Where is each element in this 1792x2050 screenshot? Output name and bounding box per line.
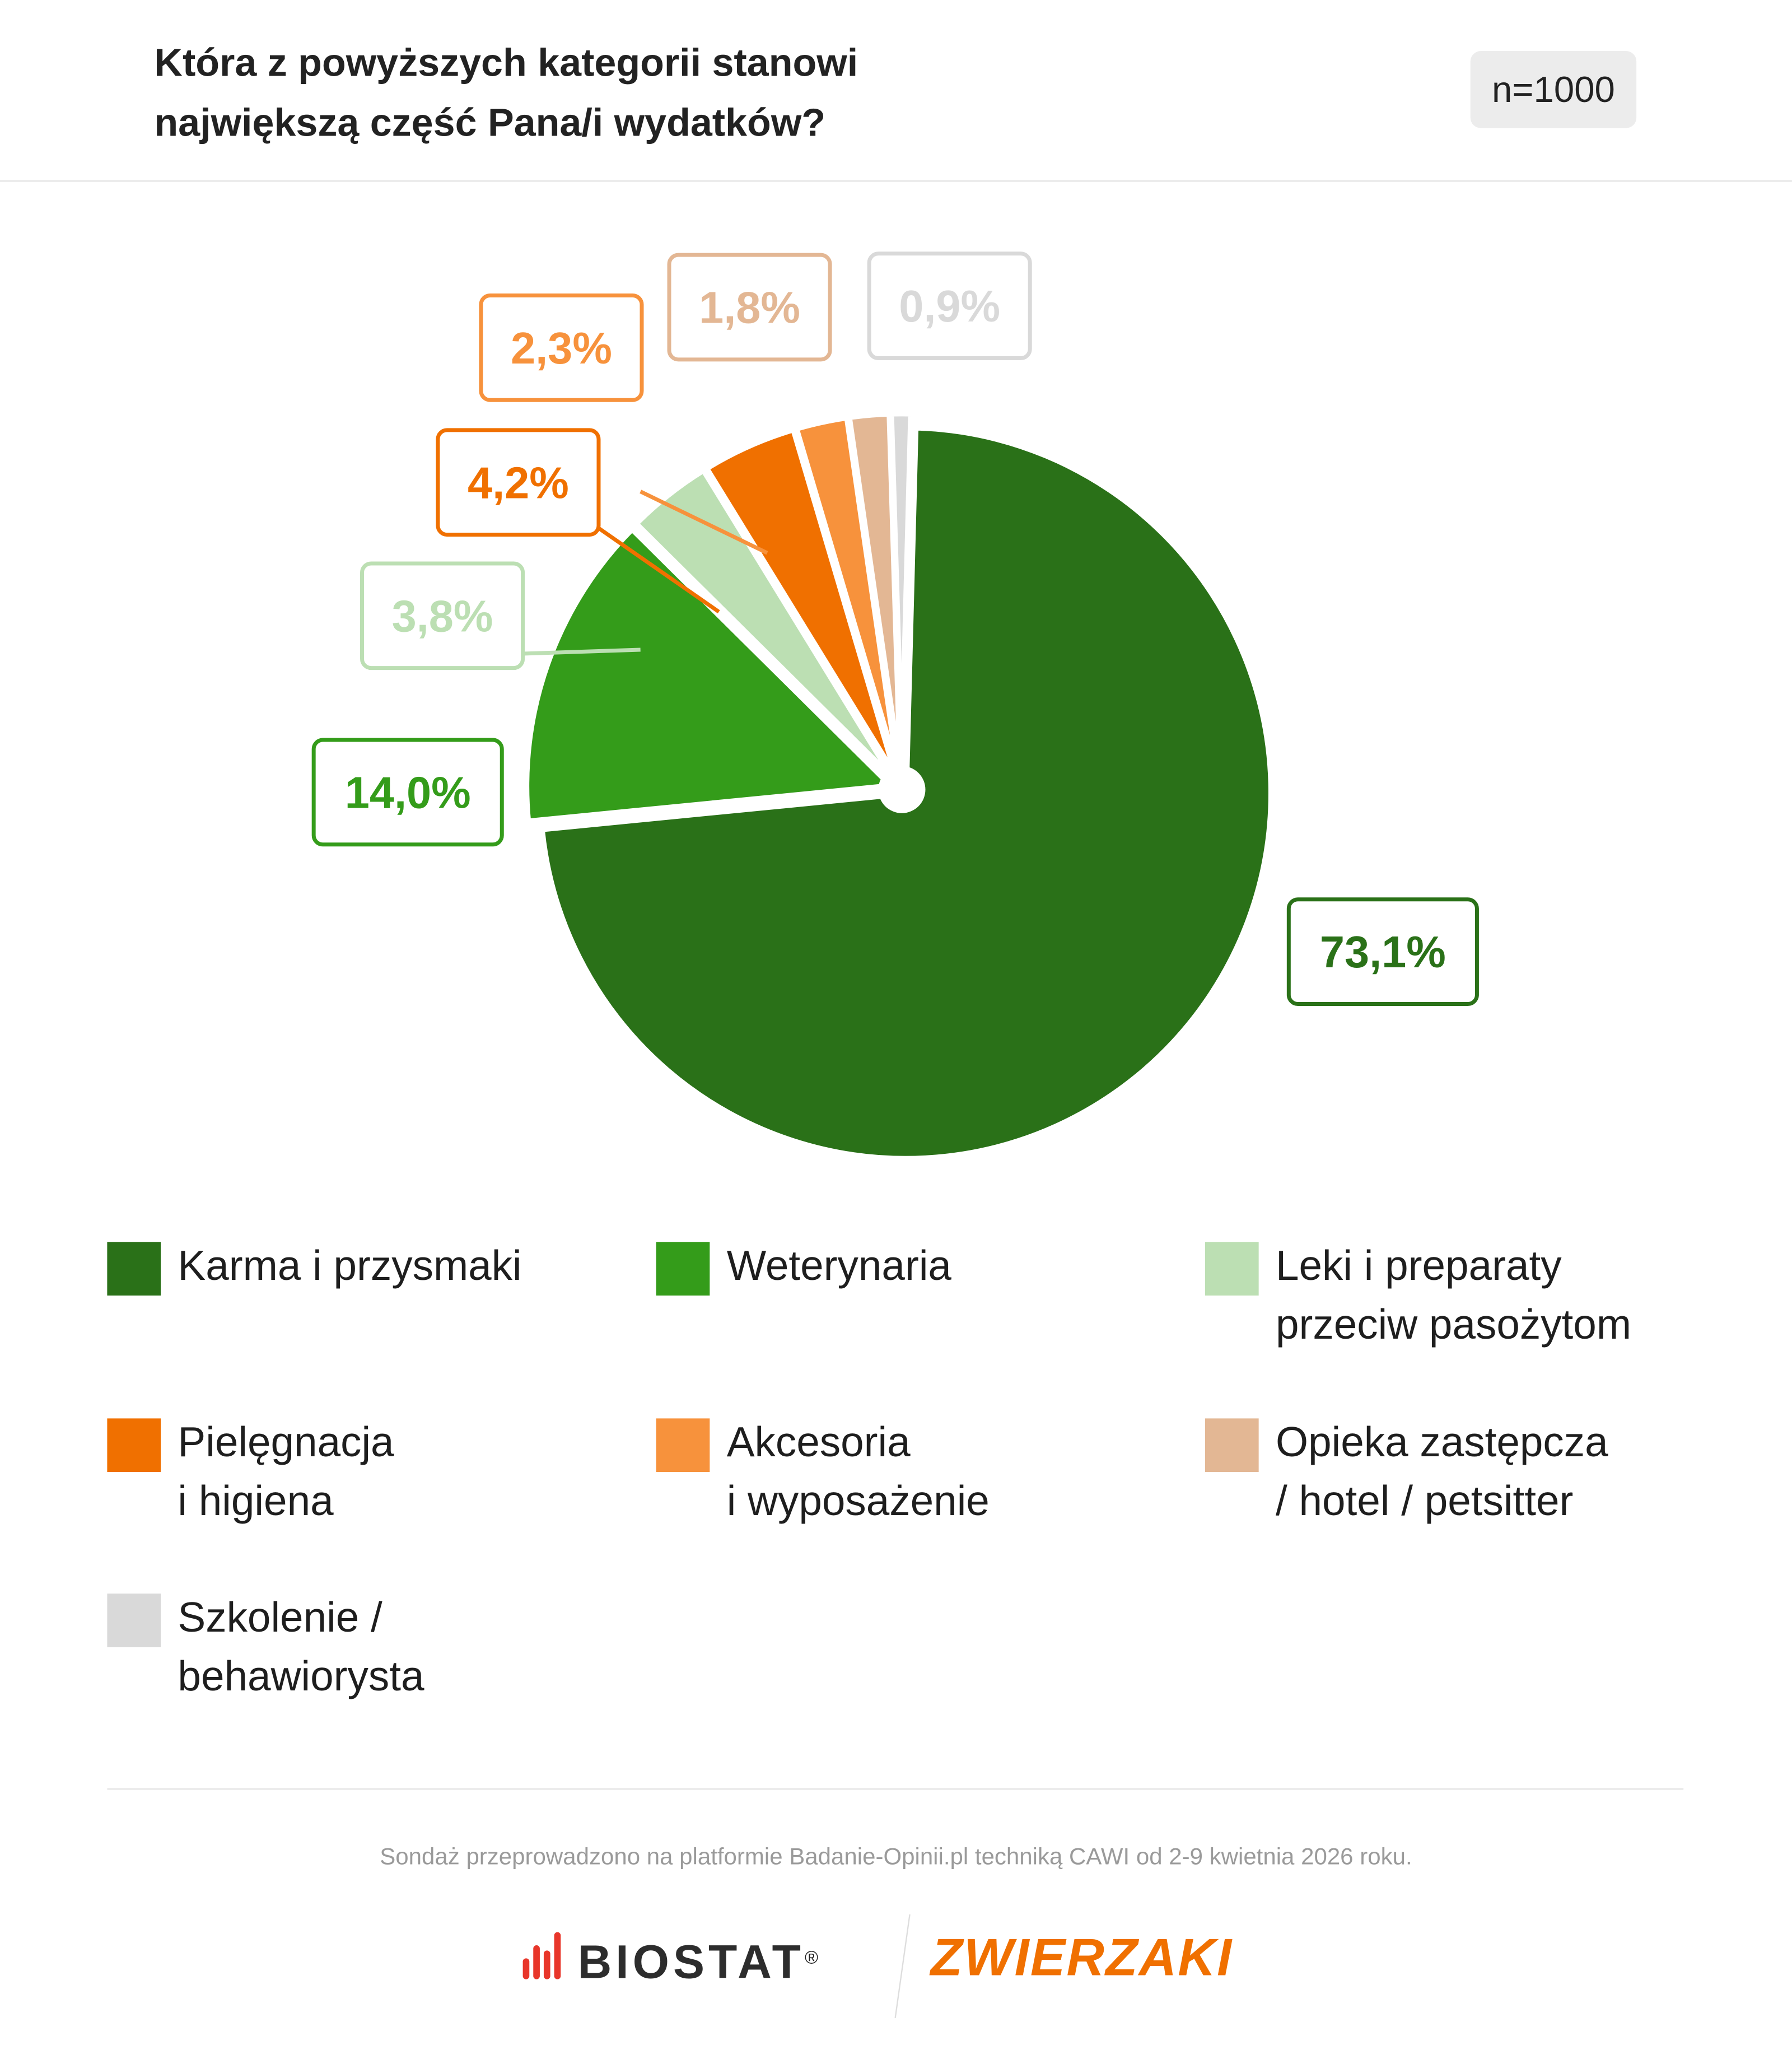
data-label-6: 0,9%	[899, 281, 1000, 331]
legend-label: Szkolenie / behawiorysta	[178, 1588, 424, 1706]
data-label-0: 73,1%	[1320, 927, 1446, 977]
biostat-bars-icon	[522, 1932, 565, 1986]
pie-slice-3	[702, 426, 901, 784]
legend-label: Weterynaria	[727, 1237, 951, 1296]
legend-label-line: Leki i preparaty	[1275, 1242, 1562, 1289]
legend-label-line: Akcesoria	[726, 1418, 911, 1466]
biostat-logo: BIOSTAT ®	[522, 1932, 818, 1986]
leader-line-2	[522, 647, 641, 656]
legend-swatch	[107, 1594, 161, 1647]
legend-item: Opieka zastępcza / hotel / petsitter	[1205, 1418, 1608, 1531]
data-label-4: 2,3%	[511, 323, 612, 373]
legend-label: Opieka zastępcza / hotel / petsitter	[1276, 1413, 1608, 1531]
legend-label-line: behawiorysta	[178, 1652, 424, 1700]
logos: BIOSTAT ® ZWIERZAKI	[0, 1909, 1792, 2026]
data-label-box-1	[311, 738, 504, 847]
chart-title: Która z powyższych kategorii stanowi naj…	[154, 34, 858, 155]
legend-item: Karma i przysmaki	[107, 1242, 522, 1296]
legend-label-line: Weterynaria	[726, 1242, 951, 1289]
legend-label-line: i higiena	[178, 1477, 334, 1525]
leader-line-3	[597, 527, 720, 614]
pie-slice-6	[887, 409, 915, 782]
header-divider	[0, 180, 1792, 182]
legend-swatch	[656, 1418, 710, 1473]
legend-label-line: przeciw pasożytom	[1275, 1301, 1632, 1348]
legend-swatch	[1205, 1418, 1259, 1473]
legend-label: Karma i przysmaki	[178, 1237, 521, 1296]
data-label-box-5	[667, 253, 832, 362]
pie-center-hole	[878, 766, 926, 813]
legend-swatch	[1205, 1242, 1259, 1296]
legend-label-line: / hotel / petsitter	[1275, 1477, 1574, 1525]
title-line-1: Która z powyższych kategorii stanowi	[154, 41, 858, 85]
legend-swatch	[107, 1242, 161, 1296]
data-label-1: 14,0%	[345, 767, 471, 817]
survey-note: Sondaż przeprowadzono na platformie Bada…	[380, 1843, 1412, 1870]
legend-label: Pielęgnacja i higiena	[178, 1413, 394, 1531]
data-label-box-6	[867, 251, 1032, 361]
data-label-box-2	[360, 561, 525, 670]
logo-separator	[894, 1914, 911, 2018]
leader-line-4	[640, 490, 768, 555]
pie-chart: 73,1% 14,0% 3,8% 4,2% 2,3% 1,8% 0,9%	[311, 251, 1479, 1163]
legend-label: Akcesoria i wyposażenie	[727, 1413, 990, 1531]
legend-swatch	[656, 1242, 710, 1296]
legend-item: Akcesoria i wyposażenie	[656, 1418, 990, 1531]
data-label-2: 3,8%	[392, 591, 493, 641]
sample-size-badge: n=1000	[1470, 51, 1637, 128]
legend-label-line: i wyposażenie	[726, 1477, 990, 1525]
footer-divider	[107, 1788, 1684, 1790]
data-label-5: 1,8%	[699, 282, 800, 332]
zwierzaki-logo: ZWIERZAKI	[930, 1929, 1233, 1987]
data-label-box-3	[436, 428, 601, 537]
legend-swatch	[107, 1418, 161, 1473]
title-line-2: największą część Pana/i wydatków?	[154, 102, 826, 146]
data-label-box-4	[479, 293, 644, 402]
legend-label-line: Karma i przysmaki	[178, 1242, 522, 1289]
legend-item: Leki i preparaty przeciw pasożytom	[1205, 1242, 1631, 1354]
legend-label-line: Opieka zastępcza	[1275, 1418, 1608, 1466]
legend-label-line: Pielęgnacja	[178, 1418, 394, 1466]
legend-label: Leki i preparaty przeciw pasożytom	[1276, 1237, 1631, 1354]
pie-slice-1	[522, 525, 895, 826]
data-label-3: 4,2%	[468, 458, 569, 507]
legend-item: Weterynaria	[656, 1242, 951, 1296]
legend-label-line: Szkolenie /	[178, 1594, 382, 1641]
legend-item: Szkolenie / behawiorysta	[107, 1594, 424, 1706]
data-label-box-0	[1286, 897, 1479, 1007]
legend-item: Pielęgnacja i higiena	[107, 1418, 394, 1531]
